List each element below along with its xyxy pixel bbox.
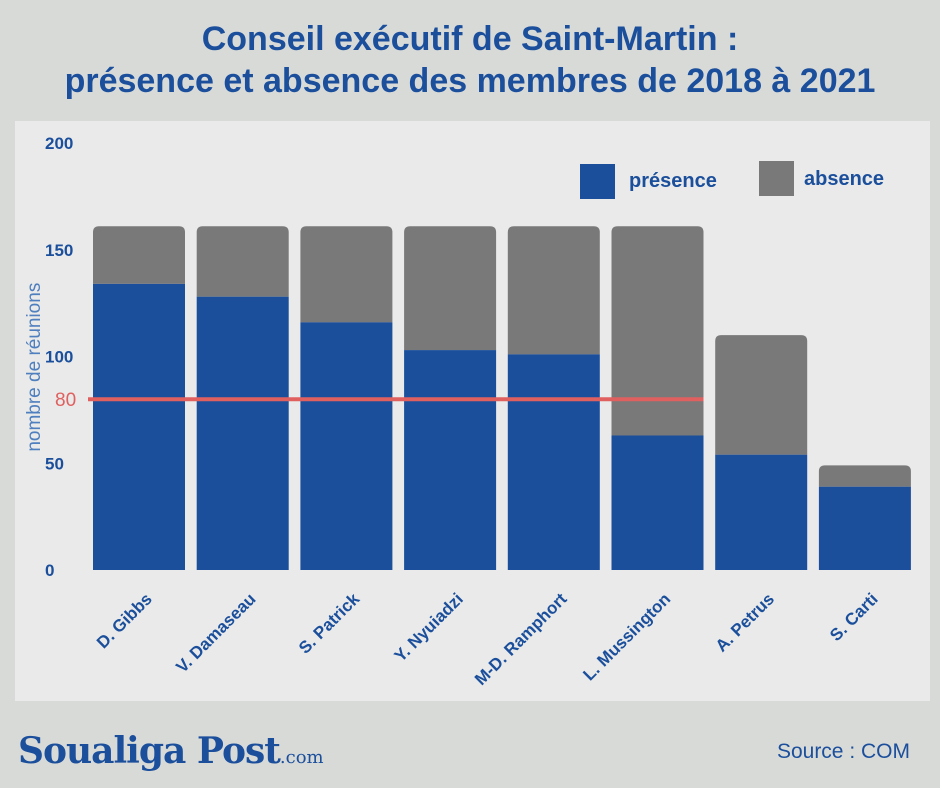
- x-tick-label: A. Petrus: [712, 589, 778, 655]
- soualiga-post-logo: Soualiga Post.com: [18, 730, 324, 778]
- title-line-1: Conseil exécutif de Saint-Martin :: [201, 20, 739, 58]
- y-tick-label: 50: [45, 454, 64, 473]
- bar-absence: [715, 335, 808, 455]
- bar-presence: [818, 486, 911, 570]
- bar-absence: [404, 226, 497, 351]
- bar-presence: [196, 296, 289, 570]
- x-tick-label: Y. Nyuiadzi: [391, 589, 467, 665]
- bar-absence: [300, 226, 393, 323]
- bar-absence: [507, 226, 600, 355]
- bar-presence: [507, 354, 600, 570]
- legend-swatch-absence: [759, 161, 794, 196]
- bar-presence: [611, 435, 704, 570]
- bar-presence: [93, 283, 185, 570]
- x-tick-label: D. Gibbs: [93, 589, 156, 652]
- y-tick-label: 150: [45, 241, 73, 260]
- y-axis-label: nombre de réunions: [24, 283, 45, 452]
- legend-label-absence: absence: [804, 168, 884, 190]
- x-tick-label: V. Damaseau: [172, 589, 259, 676]
- x-tick-label: M-D. Ramphort: [471, 589, 571, 689]
- bar-absence: [93, 226, 185, 284]
- bar-chart: 0 50 100 150 200 nombre de réunions D. Gibbs V.…: [24, 134, 911, 689]
- bar-absence: [196, 226, 289, 297]
- title-line-2: présence et absence des membres de 2018 …: [64, 62, 876, 100]
- x-tick-label: L. Mussington: [579, 589, 674, 684]
- source-text: Source : COM: [776, 740, 910, 763]
- x-tick-label: S. Patrick: [295, 589, 364, 658]
- y-tick-label: 100: [45, 348, 73, 367]
- bar-presence: [404, 350, 497, 570]
- y-tick-label: 200: [45, 134, 73, 153]
- bar-presence: [300, 322, 393, 570]
- y-tick-label: 0: [45, 561, 54, 580]
- bar-absence: [818, 465, 911, 487]
- logo-name: Soualiga Post: [18, 730, 281, 772]
- legend-swatch-presence: [580, 164, 615, 199]
- chart-panel: 0 50 100 150 200 nombre de réunions D. Gibbs V.…: [15, 121, 930, 701]
- x-tick-label: S. Carti: [826, 589, 882, 645]
- bar-presence: [715, 454, 808, 570]
- legend-label-presence: présence: [629, 170, 717, 192]
- reference-line-label: 80: [55, 390, 76, 411]
- logo-suffix: .com: [279, 747, 324, 768]
- bar-absence: [611, 226, 704, 436]
- chart-title: Conseil exécutif de Saint-Martin : prése…: [0, 18, 940, 102]
